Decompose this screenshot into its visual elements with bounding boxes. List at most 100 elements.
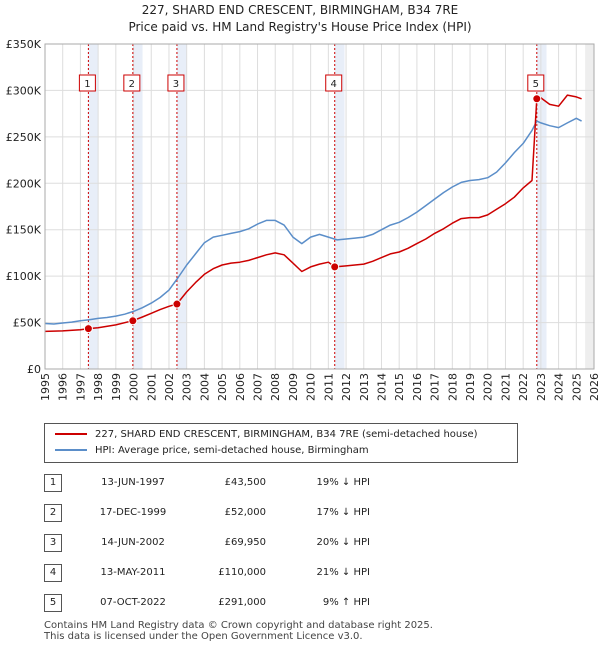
x-tick-label: 2002 [163,373,176,401]
sale-band [132,44,143,369]
sale-band [536,44,547,369]
sale-number: 4 [44,564,62,582]
sale-row: 2 17-DEC-1999 £52,000 17% ↓ HPI [0,504,600,526]
chart-title: 227, SHARD END CRESCENT, BIRMINGHAM, B34… [141,3,459,17]
sale-number-box [78,74,96,92]
x-tick-label: 2000 [128,373,141,401]
sale-point [172,299,182,309]
sale-price: £110,000 [218,567,266,578]
sale-hpi-diff: 9% ↑ HPI [322,597,370,608]
sale-point [330,262,340,272]
x-tick-label: 2025 [570,373,583,401]
sale-number: 3 [44,534,62,552]
x-tick-label: 2023 [535,373,548,401]
x-tick-label: 2013 [358,373,371,401]
x-tick-label: 2026 [588,373,600,401]
x-tick-label: 2011 [322,373,335,401]
x-tick-label: 1999 [110,373,123,401]
sale-number: 5 [44,594,62,612]
sale-number: 2 [44,504,62,522]
x-tick-label: 2005 [216,373,229,401]
footer-copyright: Contains HM Land Registry data © Crown c… [44,620,433,631]
y-tick-label: £350K [6,38,42,51]
sale-hpi-diff: 17% ↓ HPI [316,507,370,518]
y-tick-label: £300K [6,84,42,97]
sale-date: 07-OCT-2022 [100,597,166,608]
sale-row: 5 07-OCT-2022 £291,000 9% ↑ HPI [0,594,600,616]
x-tick-label: 2003 [181,373,194,401]
sale-number-box [527,74,545,92]
y-tick-label: £200K [6,177,42,190]
legend-item-property: 227, SHARD END CRESCENT, BIRMINGHAM, B34… [55,427,478,443]
sale-price: £291,000 [218,597,266,608]
sale-hpi-diff: 19% ↓ HPI [316,477,370,488]
sale-point [83,324,93,334]
legend-label-hpi: HPI: Average price, semi-detached house,… [95,445,369,456]
legend: 227, SHARD END CRESCENT, BIRMINGHAM, B34… [44,423,518,463]
chart-title-block: 227, SHARD END CRESCENT, BIRMINGHAM, B34… [0,2,600,36]
chart-subtitle: Price paid vs. HM Land Registry's House … [128,20,472,34]
sale-number-label: 4 [331,79,337,90]
sale-number-boxes: 1 2 3 4 5 [78,74,545,92]
footer: Contains HM Land Registry data © Crown c… [44,620,584,642]
footer-license: This data is licensed under the Open Gov… [44,631,363,642]
sale-band [88,44,99,369]
sale-number-label: 1 [84,79,90,90]
x-tick-label: 2006 [234,373,247,401]
x-tick-label: 2019 [464,373,477,401]
x-tick-label: 1995 [39,373,52,401]
x-tick-label: 2004 [198,373,211,401]
sale-hpi-diff: 21% ↓ HPI [316,567,370,578]
x-axis: 1995 1996 1997 1998 1999 2000 2001 2002 2003 2004… [39,373,600,401]
future-shade [585,44,594,369]
x-tick-label: 2001 [145,373,158,401]
x-tick-label: 2021 [499,373,512,401]
x-tick-label: 2010 [305,373,318,401]
y-tick-label: £100K [6,270,42,283]
sale-date: 17-DEC-1999 [99,507,167,518]
sale-number-box [325,74,343,92]
legend-swatch-property [55,433,87,435]
x-tick-label: 2020 [482,373,495,401]
plot-frame [44,43,595,370]
sale-number-label: 2 [129,79,135,90]
sale-number-box [123,74,141,92]
sale-row: 1 13-JUN-1997 £43,500 19% ↓ HPI [0,474,600,496]
x-tick-label: 2014 [375,373,388,401]
sale-point [532,94,542,104]
x-tick-label: 2012 [340,373,353,401]
sale-bands [45,44,594,369]
x-tick-label: 1998 [92,373,105,401]
legend-swatch-hpi [55,449,87,451]
sale-point [128,316,138,326]
plot-background [45,44,594,369]
x-tick-label: 1996 [57,373,70,401]
sale-points [83,94,542,334]
x-tick-label: 1997 [74,373,87,401]
x-tick-label: 2022 [517,373,530,401]
sale-date: 14-JUN-2002 [101,537,165,548]
legend-item-hpi: HPI: Average price, semi-detached house,… [55,443,369,459]
sale-hpi-diff: 20% ↓ HPI [316,537,370,548]
price-chart: 1 2 3 4 5 £0 £50K £100K £150K £200K £250K £300K £35… [6,38,600,401]
sale-row: 4 13-MAY-2011 £110,000 21% ↓ HPI [0,564,600,586]
legend-label-property: 227, SHARD END CRESCENT, BIRMINGHAM, B34… [95,429,478,440]
sale-date: 13-MAY-2011 [100,567,166,578]
x-tick-label: 2015 [393,373,406,401]
sale-number-box [167,74,185,92]
y-tick-label: £150K [6,224,42,237]
x-tick-label: 2017 [429,373,442,401]
sale-date: 13-JUN-1997 [101,477,165,488]
x-tick-label: 2009 [287,373,300,401]
x-tick-label: 2016 [411,373,424,401]
y-tick-label: £0 [27,363,41,376]
sale-number-label: 3 [173,79,179,90]
hpi-line [44,117,582,325]
x-tick-label: 2018 [446,373,459,401]
x-tick-label: 2024 [553,373,566,401]
sale-price: £52,000 [224,507,266,518]
sale-row: 3 14-JUN-2002 £69,950 20% ↓ HPI [0,534,600,556]
sale-number-label: 5 [533,79,539,90]
sale-band [334,44,345,369]
sale-band [176,44,187,369]
